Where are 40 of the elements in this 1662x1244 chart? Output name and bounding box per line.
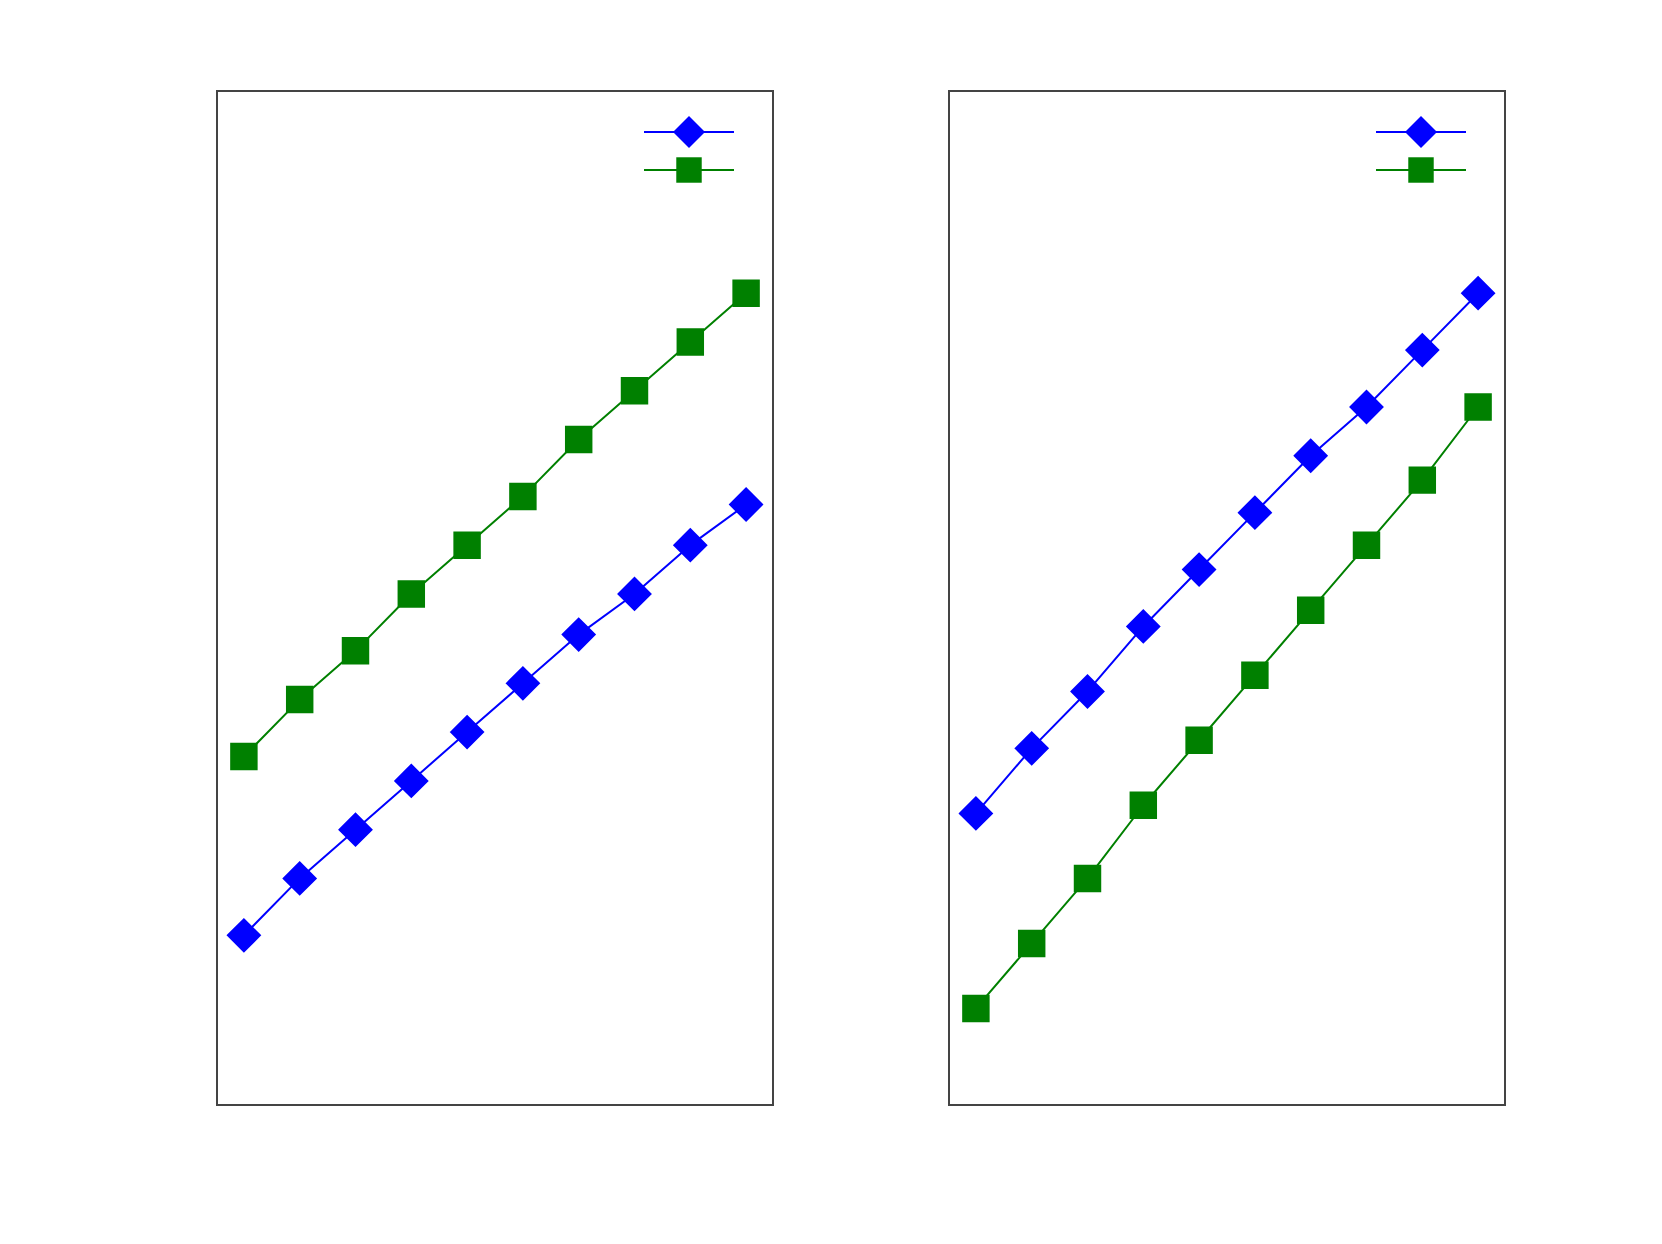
point <box>1461 276 1496 311</box>
point <box>1464 393 1492 421</box>
point <box>1017 929 1046 958</box>
point <box>338 812 373 847</box>
point <box>1126 609 1161 644</box>
point <box>676 328 705 356</box>
point <box>1073 864 1102 893</box>
point <box>1408 466 1437 494</box>
point <box>282 861 317 896</box>
point <box>617 576 652 611</box>
point <box>450 715 485 750</box>
point <box>673 528 708 563</box>
point <box>1182 552 1217 587</box>
point <box>732 279 760 307</box>
point <box>1352 531 1381 559</box>
point <box>962 994 990 1023</box>
point <box>505 666 540 701</box>
point <box>1129 791 1158 819</box>
point <box>1185 726 1213 754</box>
point <box>1405 333 1440 368</box>
point <box>564 425 593 454</box>
point <box>509 482 537 511</box>
point <box>1241 661 1269 689</box>
point <box>1070 674 1105 709</box>
point <box>453 531 481 559</box>
point <box>397 580 426 608</box>
point <box>341 637 370 665</box>
point <box>958 796 993 831</box>
point <box>394 763 429 798</box>
point <box>1237 495 1272 530</box>
point <box>226 918 261 953</box>
point <box>285 685 314 714</box>
point <box>1349 389 1384 424</box>
point <box>230 742 258 771</box>
point <box>561 617 596 652</box>
point <box>1296 596 1325 624</box>
point <box>1293 438 1328 473</box>
point <box>620 377 649 405</box>
point <box>729 487 764 522</box>
point <box>1014 731 1049 766</box>
